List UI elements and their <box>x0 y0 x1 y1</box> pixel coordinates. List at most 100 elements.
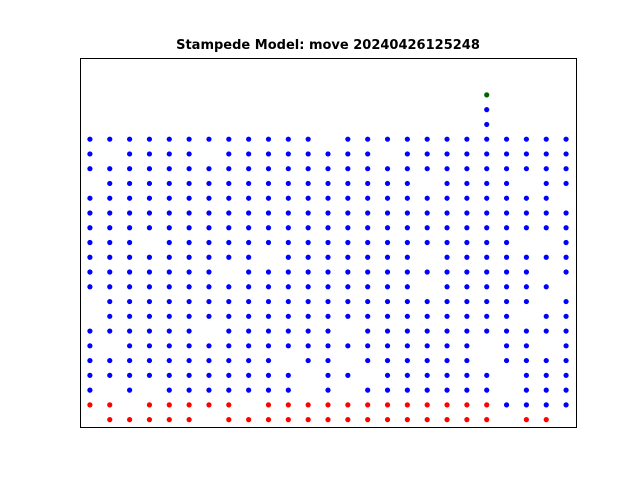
scatter-point <box>186 269 192 275</box>
scatter-point <box>424 239 430 246</box>
scatter-point <box>107 269 113 275</box>
scatter-point <box>404 195 410 201</box>
scatter-point <box>484 328 490 334</box>
scatter-point <box>444 343 450 349</box>
scatter-point <box>444 372 450 378</box>
scatter-point <box>107 372 113 378</box>
scatter-point <box>345 195 351 201</box>
scatter-point <box>186 357 192 364</box>
scatter-point <box>226 387 232 393</box>
scatter-point <box>444 136 450 142</box>
scatter-point <box>543 136 549 142</box>
scatter-point <box>206 180 212 187</box>
scatter-point <box>543 417 549 423</box>
scatter-point <box>503 269 510 275</box>
scatter-point <box>345 298 351 305</box>
scatter-point <box>127 269 133 275</box>
scatter-point <box>246 166 252 172</box>
scatter-point <box>325 313 331 319</box>
scatter-point <box>484 269 490 275</box>
scatter-point <box>563 254 569 260</box>
scatter-point <box>166 417 172 423</box>
scatter-point <box>127 166 133 172</box>
scatter-point <box>384 417 391 423</box>
scatter-point <box>166 180 172 187</box>
scatter-point <box>87 239 93 246</box>
scatter-point <box>206 254 212 260</box>
scatter-point <box>444 313 450 319</box>
scatter-point <box>107 239 113 246</box>
scatter-point <box>166 328 172 334</box>
scatter-point <box>246 417 252 423</box>
scatter-point <box>305 402 311 408</box>
scatter-point <box>464 166 470 172</box>
scatter-point <box>563 298 569 305</box>
scatter-point <box>365 195 371 201</box>
scatter-point <box>444 387 450 393</box>
scatter-point <box>543 328 549 334</box>
scatter-point <box>265 239 272 246</box>
scatter-point <box>345 402 351 408</box>
scatter-point <box>127 225 133 231</box>
scatter-point <box>484 298 490 305</box>
scatter-point <box>305 225 311 231</box>
scatter-point <box>186 284 192 290</box>
scatter-point <box>543 402 549 408</box>
scatter-point <box>424 372 430 378</box>
scatter-point <box>444 225 450 231</box>
scatter-point <box>226 151 232 157</box>
scatter-point <box>107 166 113 172</box>
scatter-point <box>166 387 172 393</box>
scatter-point <box>365 313 371 319</box>
scatter-point <box>226 225 232 231</box>
scatter-point <box>325 343 331 349</box>
scatter-point <box>246 284 252 290</box>
scatter-point <box>127 328 133 334</box>
scatter-point <box>523 136 530 142</box>
scatter-point <box>206 225 212 231</box>
scatter-point <box>365 284 371 290</box>
scatter-point <box>384 225 391 231</box>
scatter-point <box>464 372 470 378</box>
scatter-point <box>523 254 530 260</box>
scatter-point <box>484 284 490 290</box>
scatter-point <box>404 402 410 408</box>
scatter-point <box>365 136 371 142</box>
scatter-point <box>444 151 450 157</box>
scatter-point <box>464 313 470 319</box>
scatter-point <box>523 417 530 423</box>
scatter-point <box>325 402 331 408</box>
scatter-point <box>246 328 252 334</box>
scatter-point <box>146 402 153 408</box>
scatter-point <box>365 166 371 172</box>
scatter-point <box>107 210 113 216</box>
scatter-point <box>464 357 470 364</box>
scatter-point <box>87 195 93 201</box>
scatter-point <box>206 239 212 246</box>
scatter-point <box>325 210 331 216</box>
scatter-point <box>226 402 232 408</box>
scatter-point <box>305 254 311 260</box>
scatter-point <box>107 180 113 187</box>
scatter-point <box>146 343 153 349</box>
scatter-point <box>563 313 569 319</box>
scatter-point <box>444 180 450 187</box>
scatter-point <box>464 239 470 246</box>
scatter-point <box>325 328 331 334</box>
scatter-point <box>166 313 172 319</box>
scatter-point <box>444 357 450 364</box>
scatter-point <box>305 328 311 334</box>
scatter-point <box>345 210 351 216</box>
scatter-point <box>206 402 212 408</box>
scatter-point <box>246 313 252 319</box>
scatter-point <box>107 254 113 260</box>
scatter-point <box>305 151 311 157</box>
scatter-point <box>206 269 212 275</box>
scatter-point <box>563 402 569 408</box>
scatter-point <box>503 210 510 216</box>
scatter-point <box>325 225 331 231</box>
scatter-point <box>107 328 113 334</box>
scatter-point <box>345 372 351 378</box>
scatter-point <box>166 343 172 349</box>
scatter-point <box>146 298 153 305</box>
